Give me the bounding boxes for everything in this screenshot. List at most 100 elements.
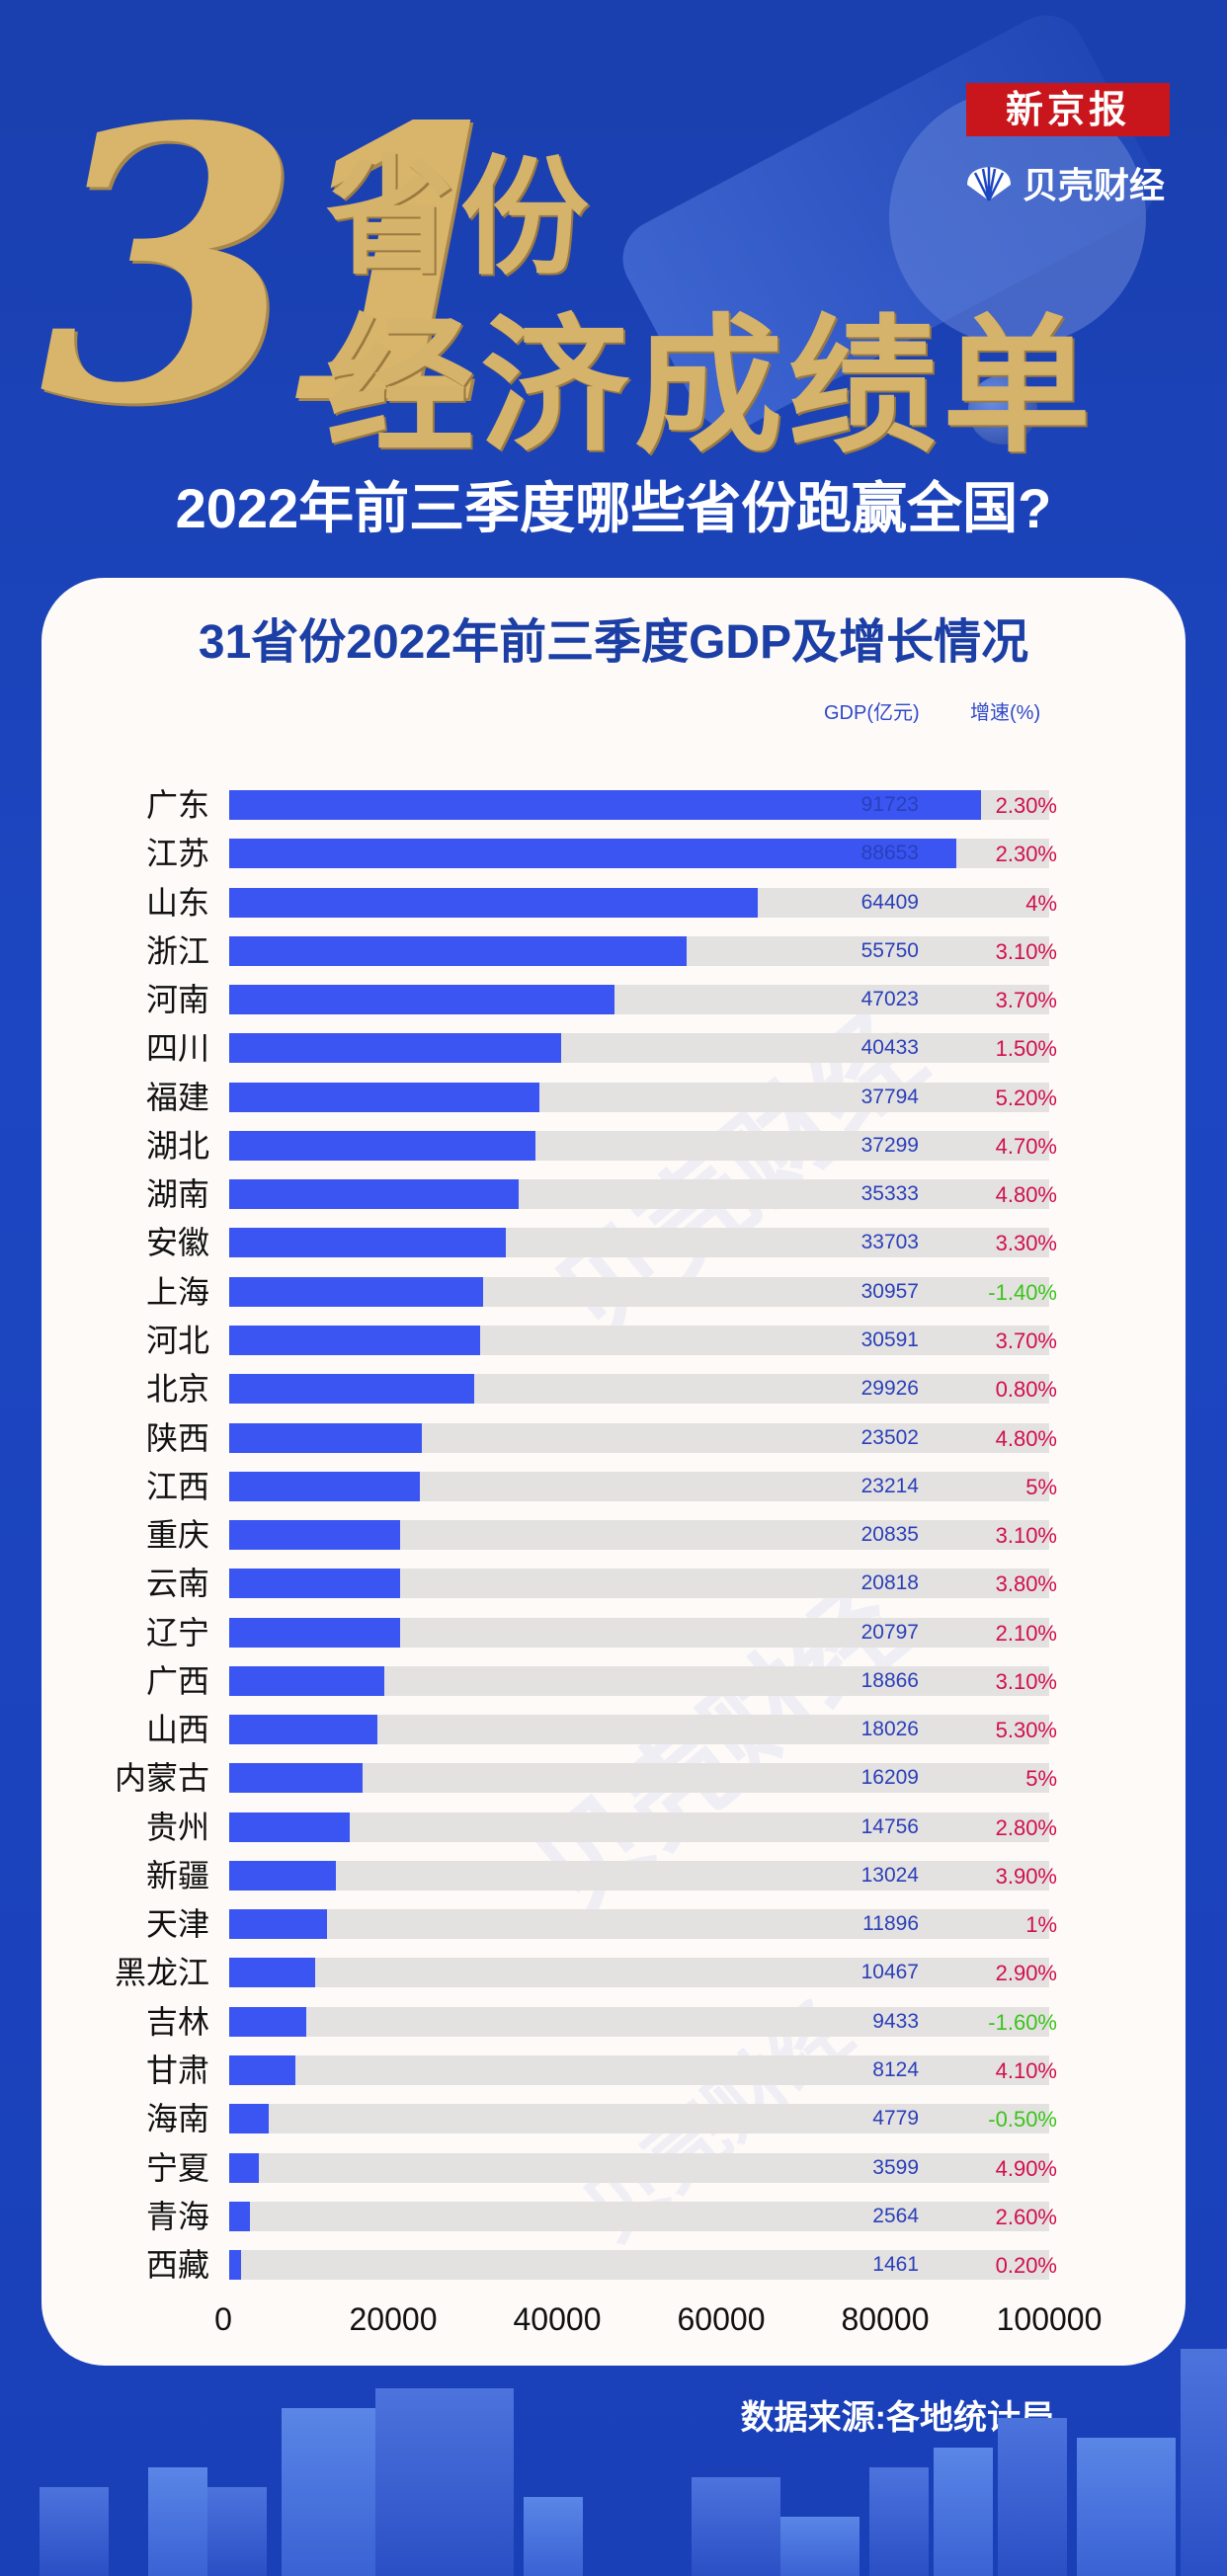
- growth-rate-label: 3.90%: [995, 1863, 1057, 1889]
- growth-rate-label: 5%: [1025, 1474, 1057, 1499]
- row-label: 新疆: [145, 1857, 209, 1893]
- gdp-value-label: 8124: [872, 2058, 919, 2082]
- gdp-value-label: 20797: [860, 1620, 919, 1644]
- growth-rate-label: 2.30%: [995, 793, 1057, 818]
- row-label: 云南: [145, 1566, 209, 1602]
- building: [524, 2497, 583, 2576]
- x-tick-label: 40000: [513, 2301, 602, 2337]
- row-label: 山东: [145, 884, 209, 921]
- growth-rate-label: 4.80%: [995, 1182, 1057, 1208]
- growth-rate-label: 2.90%: [995, 1961, 1057, 1986]
- gdp-value-label: 18866: [860, 1668, 919, 1692]
- row-label: 湖北: [145, 1127, 209, 1164]
- row-label: 福建: [145, 1079, 209, 1115]
- row-label: 陕西: [145, 1419, 209, 1456]
- bar: [229, 1325, 480, 1355]
- growth-rate-label: 3.70%: [995, 988, 1057, 1013]
- bar: [229, 2152, 259, 2183]
- bar: [229, 1276, 483, 1307]
- gdp-value-label: 14756: [860, 1814, 919, 1838]
- growth-rate-label: 3.10%: [995, 938, 1057, 964]
- bar: [229, 887, 758, 918]
- x-tick-label: 20000: [349, 2301, 438, 2337]
- growth-rate-label: 3.30%: [995, 1231, 1057, 1256]
- title-line-1: 省份: [326, 141, 596, 292]
- gdp-value-label: 20818: [860, 1571, 919, 1595]
- row-label: 贵州: [145, 1809, 209, 1845]
- building: [375, 2388, 514, 2576]
- bar: [229, 1715, 377, 1745]
- growth-rate-label: 4.80%: [995, 1425, 1057, 1451]
- gdp-value-label: 29926: [860, 1377, 919, 1401]
- gdp-value-label: 23502: [860, 1425, 919, 1449]
- bar: [229, 1763, 363, 1794]
- row-label: 湖南: [145, 1176, 209, 1213]
- chart-title: 31省份2022年前三季度GDP及增长情况: [198, 616, 1029, 669]
- row-label: 辽宁: [145, 1614, 209, 1650]
- big-number-31: 31: [40, 45, 532, 487]
- row-label: 吉林: [145, 2003, 209, 2040]
- bar: [229, 1082, 539, 1112]
- page-subtitle: 2022年前三季度哪些省份跑赢全国?: [175, 477, 1052, 539]
- x-tick-label: 100000: [996, 2301, 1103, 2337]
- growth-rate-label: 3.10%: [995, 1668, 1057, 1694]
- building: [207, 2487, 267, 2576]
- gdp-value-label: 30591: [860, 1328, 919, 1351]
- gdp-value-label: 37299: [860, 1133, 919, 1157]
- row-label: 广东: [145, 787, 209, 823]
- row-label: 内蒙古: [114, 1760, 209, 1797]
- growth-rate-label: 3.80%: [995, 1571, 1057, 1597]
- bar: [229, 839, 956, 869]
- growth-rate-label: 2.30%: [995, 842, 1057, 867]
- building: [1077, 2438, 1176, 2576]
- bar-track: [229, 2006, 1049, 2037]
- bar: [229, 2055, 296, 2086]
- growth-rate-label: -1.40%: [988, 1279, 1057, 1305]
- row-label: 山西: [145, 1712, 209, 1748]
- growth-rate-label: 4.10%: [995, 2058, 1057, 2084]
- bar: [229, 1179, 520, 1210]
- bar-track: [229, 1860, 1049, 1891]
- bar: [229, 1228, 506, 1258]
- gdp-value-label: 10467: [860, 1961, 919, 1984]
- bar-track: [229, 1909, 1049, 1940]
- bar: [229, 1958, 315, 1988]
- bar: [229, 1860, 337, 1891]
- row-label: 天津: [145, 1906, 209, 1943]
- growth-rate-label: 4.70%: [995, 1133, 1057, 1159]
- newspaper-badge: 新京报: [966, 83, 1170, 136]
- bar-track: [229, 1958, 1049, 1988]
- gdp-value-label: 35333: [860, 1182, 919, 1206]
- growth-rate-label: 5.20%: [995, 1085, 1057, 1110]
- growth-rate-label: -1.60%: [988, 2009, 1057, 2035]
- row-label: 广西: [145, 1662, 209, 1699]
- gdp-value-label: 91723: [860, 793, 919, 816]
- bar-track: [229, 2104, 1049, 2134]
- gdp-value-label: 33703: [860, 1231, 919, 1254]
- bar: [229, 790, 982, 820]
- bar: [229, 985, 615, 1015]
- title-line-2: 经济成绩单: [326, 299, 1098, 473]
- row-label: 浙江: [145, 932, 209, 969]
- building: [934, 2448, 993, 2576]
- growth-rate-label: 3.70%: [995, 1328, 1057, 1353]
- growth-rate-label: 2.80%: [995, 1814, 1057, 1840]
- gdp-value-label: 3599: [872, 2155, 919, 2179]
- gdp-value-label: 4779: [872, 2107, 919, 2131]
- growth-rate-label: 4%: [1025, 890, 1057, 916]
- x-tick-label: 80000: [841, 2301, 930, 2337]
- brand-name: 贝壳财经: [1022, 165, 1166, 205]
- bar: [229, 1811, 351, 1842]
- bar: [229, 2104, 269, 2134]
- growth-rate-label: 4.90%: [995, 2155, 1057, 2181]
- bar: [229, 1520, 400, 1551]
- growth-rate-label: 5.30%: [995, 1718, 1057, 1743]
- gdp-value-label: 11896: [862, 1912, 919, 1936]
- bar: [229, 2250, 242, 2281]
- gdp-value-label: 37794: [860, 1085, 919, 1108]
- bar-track: [229, 2250, 1049, 2281]
- gdp-value-label: 55750: [860, 938, 919, 962]
- growth-rate-label: 3.10%: [995, 1523, 1057, 1549]
- bar-track: [229, 1811, 1049, 1842]
- growth-rate-label: 0.20%: [995, 2253, 1057, 2279]
